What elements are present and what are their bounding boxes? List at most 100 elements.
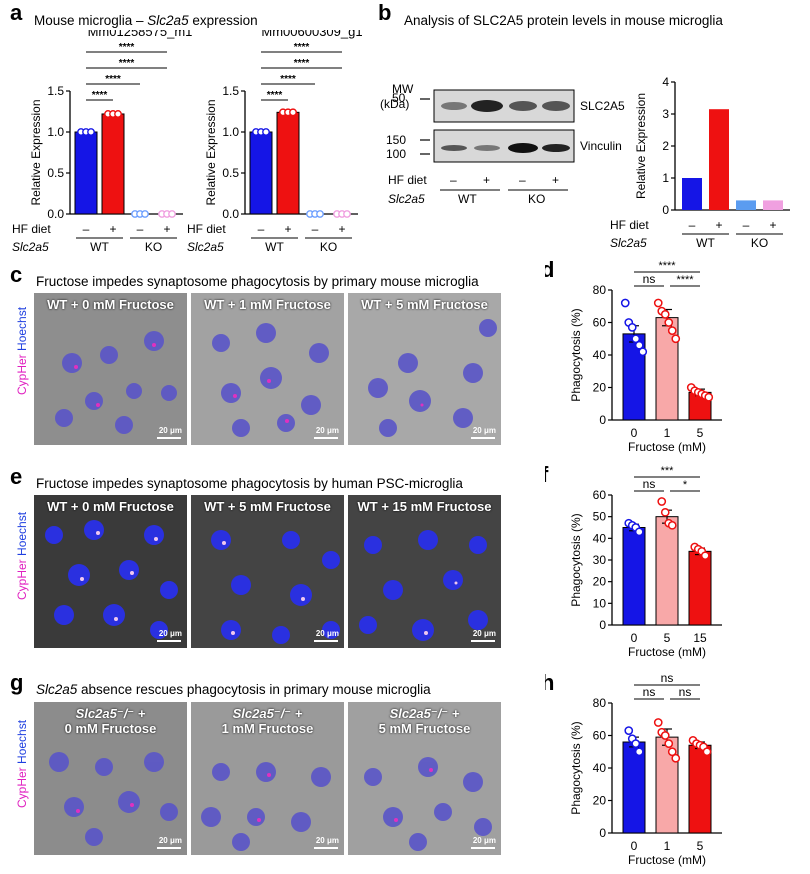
y-tick-label: 1.0 [222,125,239,139]
x-tick-label: 1 [664,839,671,853]
y-axis-label: Relative Expression [634,93,648,199]
blot-slc2a5-label: SLC2A5 [580,99,625,113]
scale-bar [471,640,495,642]
data-point [667,520,677,530]
data-point [667,326,677,335]
x-axis-label: Fructose (mM) [628,645,706,659]
y-tick-label: 40 [593,761,607,775]
significance-label: ns [643,272,656,286]
blot-hf-label: HF diet [388,173,427,187]
x-tick-label: 5 [664,631,671,645]
data-point [316,210,324,218]
minus-label: – [83,222,90,236]
data-point [631,739,641,748]
micrograph-e-15mm: WT + 15 mM Fructose 20 μm [348,495,501,648]
y-tick-label: 40 [593,348,607,362]
x-tick-label: 5 [697,426,704,440]
scale-bar [471,437,495,439]
micrograph-c-0mm-caption: WT + 0 mM Fructose [47,297,174,312]
y-tick-label: 60 [593,488,607,502]
plus-label: + [769,218,776,232]
scale-label: 20 μm [158,836,182,845]
scale-label: 20 μm [158,426,182,435]
data-point [620,298,630,308]
data-point [634,747,644,757]
blot-minus-2: – [519,173,526,187]
significance-label: **** [676,274,694,286]
micrograph-g-5mm-cells [364,757,492,851]
data-point [700,551,710,561]
significance-label: ns [661,671,674,685]
significance-label: **** [280,74,296,85]
panel-g-side-label: CypHer Hoechst [15,719,29,808]
significance-label: **** [119,58,135,69]
bar [682,178,702,210]
micrograph-e-0mm-caption: WT + 0 mM Fructose [47,499,174,514]
mw-150: 150 [386,133,406,147]
y-tick-label: 0 [599,826,606,840]
panel-letter: f [545,462,549,487]
data-point [634,340,644,350]
y-tick-label: 3 [662,107,669,121]
bar [688,744,712,834]
data-point [627,323,637,332]
blot-slc2a5 [433,89,575,123]
scale-bar [314,847,338,849]
bar [688,550,712,626]
plus-label: + [163,222,170,236]
y-tick-label: 4 [662,75,669,89]
y-axis-label: Relative Expression [204,99,218,205]
bar [101,113,125,215]
y-tick-label: 10 [593,596,607,610]
data-point [114,110,122,118]
micrograph-g-1mm: Slc2a5⁻/⁻ +1 mM Fructose 20 μm [191,702,344,855]
micrograph-g-0mm-cells [49,752,178,846]
y-tick-label: 1.5 [222,84,239,98]
blot-ko: KO [528,192,545,206]
micrograph-c-1mm: WT + 1 mM Fructose 20 μm [191,293,344,445]
significance-label: **** [294,42,310,53]
y-tick-label: 0.0 [222,207,239,221]
panel-letter: d [545,257,554,282]
gene-label: Slc2a5 [12,240,49,254]
data-point [624,726,634,735]
bar [276,111,300,215]
y-tick-label: 1.5 [47,84,64,98]
micrograph-e-0mm-cells [45,520,178,639]
significance-label: **** [658,260,676,272]
x-tick-label: 15 [693,631,707,645]
x-tick-label: 0 [631,426,638,440]
bar [736,200,756,210]
data-point [660,310,670,319]
y-tick-label: 0.5 [222,166,239,180]
plus-label: + [284,222,291,236]
micrograph-e-15mm-caption: WT + 15 mM Fructose [357,499,492,514]
micrograph-c-5mm: WT + 5 mM Fructose 20 μm [348,293,501,445]
panel-g-letter: g [10,670,24,695]
data-point [653,718,663,727]
panel-b-chart: 0 1 2 3 4 Relative Expression HF diet – + – + Slc2a… [610,75,790,250]
significance-label: **** [92,90,108,101]
micrograph-e-0mm: WT + 0 mM Fructose 20 μm [34,495,187,648]
bar [763,200,783,210]
ko-label: KO [320,240,337,254]
mw-100: 100 [386,147,406,161]
data-point [653,298,663,308]
blot-plus-1: + [483,173,490,187]
panel-g-title: Slc2a5 absence rescues phagocytosis in p… [36,682,431,697]
x-tick-label: 0 [631,631,638,645]
blot-wt: WT [458,192,477,206]
x-axis-label: Fructose (mM) [628,440,706,454]
bar [709,109,729,210]
ko-label: KO [145,240,162,254]
data-point [638,347,648,357]
data-point [168,210,176,218]
bar [622,741,646,834]
minus-label: – [312,222,319,236]
mw-label: MW [392,82,414,96]
scale-label: 20 μm [315,836,339,845]
blot-vinculin-label: Vinculin [580,139,622,153]
plus-label: + [715,218,722,232]
